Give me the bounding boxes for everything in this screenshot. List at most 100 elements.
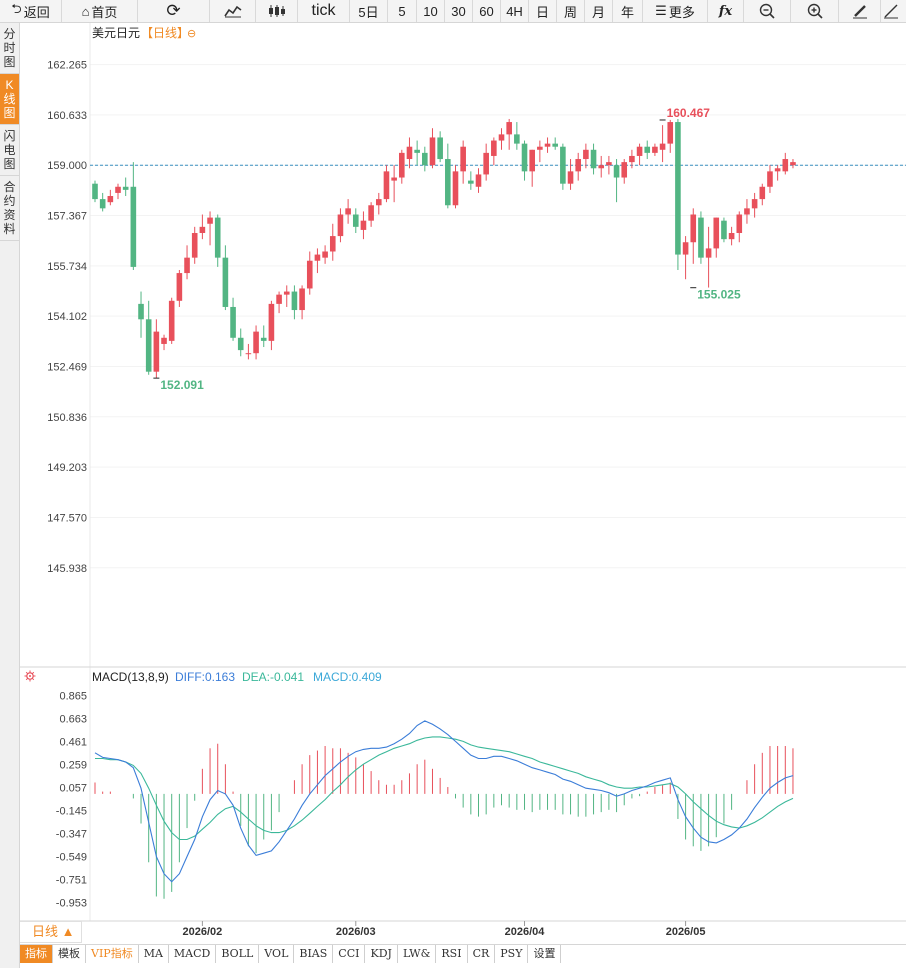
indicator-tab[interactable]: PSY [495, 945, 529, 963]
period-30-button[interactable]: 30 [445, 0, 473, 22]
home-button[interactable]: ⌂ 首页 [62, 0, 138, 22]
candle-body [537, 146, 543, 150]
indicator-tab[interactable]: 设置 [528, 945, 562, 963]
macd-macd-value: MACD:0.409 [313, 670, 382, 684]
candle-body [352, 214, 359, 227]
indicator-tab[interactable]: MACD [169, 945, 217, 963]
period-week-button[interactable]: 周 [557, 0, 585, 22]
candle-body [222, 257, 229, 307]
period-4h-button[interactable]: 4H [501, 0, 529, 22]
candle-body [422, 152, 428, 166]
candle-body [283, 291, 290, 295]
candle-body [452, 171, 459, 206]
collapse-icon[interactable]: ⊖ [187, 28, 196, 40]
indicator-tab[interactable]: 模板 [53, 945, 86, 963]
indicator-tab[interactable]: VIP指标 [86, 945, 139, 963]
time-tick-label: 2026/03 [336, 926, 376, 938]
candle-body [782, 159, 789, 172]
period-5-button[interactable]: 5 [388, 0, 417, 22]
line-chart-button[interactable] [210, 0, 256, 22]
indicator-tab[interactable]: 指标 [20, 945, 53, 963]
candle-body [399, 152, 405, 178]
price-grid [90, 64, 906, 569]
candle-body [491, 140, 497, 156]
candle-body [790, 162, 796, 166]
candle-body [598, 165, 605, 169]
candle-body [583, 149, 589, 160]
candle-body [774, 168, 781, 172]
sidebar-tab-timeshare[interactable]: 分时图 [0, 23, 19, 74]
macd-tick-label: -0.953 [56, 898, 87, 910]
indicator-tab[interactable]: CCI [333, 945, 366, 963]
indicator-tab[interactable]: VOL [259, 945, 295, 963]
candle-body [199, 226, 206, 233]
period-year-button[interactable]: 年 [613, 0, 643, 22]
sidebar-tab-contract[interactable]: 合约资料 [0, 176, 19, 241]
candle-body [322, 251, 328, 258]
period-60-label: 60 [479, 3, 494, 19]
period-day-button[interactable]: 日 [529, 0, 557, 22]
candle-body [314, 254, 321, 261]
price-tick-label: 149.203 [47, 462, 87, 474]
time-tick-label: 2026/02 [182, 926, 222, 938]
candle-body [567, 171, 574, 184]
candlestick-button[interactable] [256, 0, 298, 22]
macd-settings-icon[interactable] [24, 670, 36, 682]
zoom-in-icon [807, 3, 823, 19]
refresh-button[interactable]: ⟳ [138, 0, 210, 22]
indicator-tab[interactable]: CR [468, 945, 496, 963]
macd-axis: 0.865 0.663 0.461 0.259 0.057 -0.145 -0.347 -0.… [56, 690, 87, 909]
candle-body [713, 217, 720, 249]
period-tag[interactable]: 日线 ▲ [20, 921, 82, 943]
draw-button[interactable] [839, 0, 881, 22]
price-tick-label: 147.570 [47, 512, 87, 524]
period-60-button[interactable]: 60 [473, 0, 501, 22]
candle-body [253, 331, 259, 354]
macd-histogram [94, 743, 794, 899]
price-tick-label: 160.633 [47, 110, 87, 122]
candle-body [368, 205, 374, 221]
indicator-tab[interactable]: LW& [398, 945, 437, 963]
zoom-in-button[interactable] [791, 0, 839, 22]
candle-body [237, 337, 244, 351]
zoom-out-button[interactable] [744, 0, 791, 22]
candle-body [629, 155, 635, 163]
indicator-tab[interactable]: BIAS [294, 945, 334, 963]
indicator-tab[interactable]: BOLL [216, 945, 260, 963]
period-month-button[interactable]: 月 [585, 0, 613, 22]
candle-body [184, 257, 190, 274]
tool-button[interactable] [881, 0, 901, 22]
indicator-tab[interactable]: RSI [436, 945, 468, 963]
sidebar: 分时图 K线图 闪电图 合约资料 [0, 23, 20, 968]
back-button[interactable]: ⮌ 返回 [0, 0, 62, 22]
period-5d-label: 5日 [358, 4, 379, 20]
candle-body [644, 146, 651, 153]
sidebar-tab-kline[interactable]: K线图 [0, 74, 19, 125]
macd-label: MACD(13,8,9) [92, 670, 169, 684]
period-4h-label: 4H [506, 3, 523, 19]
period-week-label: 周 [563, 4, 577, 20]
function-icon: fx [718, 3, 733, 19]
indicator-tab[interactable]: MA [139, 945, 169, 963]
macd-tick-label: 0.865 [59, 690, 87, 702]
candle-body [682, 242, 689, 255]
indicator-tab[interactable]: KDJ [365, 945, 398, 963]
macd-tick-label: -0.347 [56, 828, 87, 840]
candle-body [506, 122, 512, 135]
candle-body [168, 300, 175, 341]
price-tick-label: 152.469 [47, 361, 87, 373]
period-5d-button[interactable]: 5日 [350, 0, 388, 22]
kline-chart[interactable]: 162.265 160.633 159.000 157.367 155.734 154.1… [20, 23, 906, 944]
candle-body [675, 122, 681, 255]
candle-body [606, 162, 612, 166]
sidebar-tab-flash[interactable]: 闪电图 [0, 125, 19, 176]
time-tick-label: 2026/04 [505, 926, 546, 938]
formula-button[interactable]: fx [708, 0, 744, 22]
period-10-button[interactable]: 10 [417, 0, 445, 22]
candle-body [468, 180, 474, 184]
candle-body [337, 214, 344, 237]
candle-body [153, 331, 160, 372]
tick-button[interactable]: tick [298, 0, 350, 22]
more-button[interactable]: ☰ 更多 [643, 0, 708, 22]
extreme-label: 152.091 [160, 378, 204, 392]
